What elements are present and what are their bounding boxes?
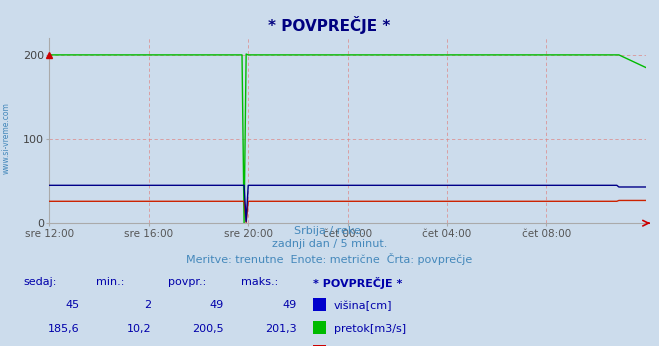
- Text: zadnji dan / 5 minut.: zadnji dan / 5 minut.: [272, 239, 387, 249]
- Text: www.si-vreme.com: www.si-vreme.com: [2, 102, 11, 174]
- Text: * POVPREČJE *: * POVPREČJE *: [268, 16, 391, 34]
- Text: 49: 49: [210, 300, 224, 310]
- Text: min.:: min.:: [96, 277, 124, 287]
- Text: 185,6: 185,6: [47, 324, 79, 334]
- Text: 49: 49: [282, 300, 297, 310]
- Text: Srbija / reke.: Srbija / reke.: [295, 226, 364, 236]
- Text: višina[cm]: višina[cm]: [334, 300, 393, 311]
- Text: maks.:: maks.:: [241, 277, 278, 287]
- Text: pretok[m3/s]: pretok[m3/s]: [334, 324, 406, 334]
- Text: 200,5: 200,5: [192, 324, 224, 334]
- Text: 10,2: 10,2: [127, 324, 152, 334]
- Text: * POVPREČJE *: * POVPREČJE *: [313, 277, 403, 289]
- Text: 2: 2: [144, 300, 152, 310]
- Text: 201,3: 201,3: [265, 324, 297, 334]
- Text: povpr.:: povpr.:: [168, 277, 206, 287]
- Text: sedaj:: sedaj:: [23, 277, 57, 287]
- Text: 45: 45: [65, 300, 79, 310]
- Text: Meritve: trenutne  Enote: metrične  Črta: povprečje: Meritve: trenutne Enote: metrične Črta: …: [186, 253, 473, 265]
